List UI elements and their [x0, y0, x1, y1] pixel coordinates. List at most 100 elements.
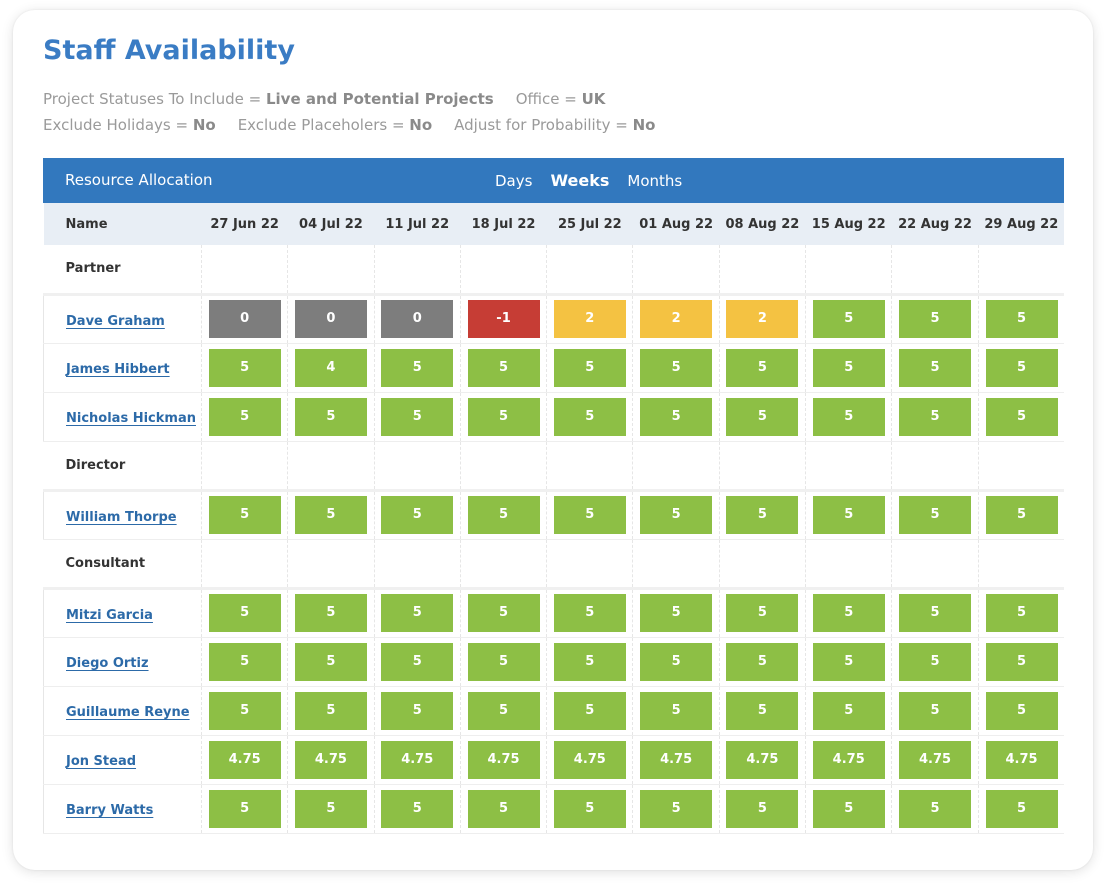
availability-value: 4: [294, 348, 367, 387]
availability-cell: 5: [805, 343, 892, 393]
availability-value: 5: [553, 594, 626, 632]
availability-cell: 2: [546, 292, 633, 344]
availability-cell: 5: [632, 637, 720, 687]
availability-cell: 5: [805, 292, 892, 344]
group-empty-cell: [373, 245, 461, 295]
availability-value: 5: [208, 594, 281, 632]
availability-value: 5: [208, 348, 281, 387]
availability-value: 4.75: [381, 740, 454, 779]
availability-value: 5: [553, 348, 626, 387]
person-link[interactable]: Mitzi Garcia: [66, 607, 153, 623]
availability-value: 4.75: [812, 740, 885, 779]
filter-value: No: [192, 116, 216, 134]
availability-cell: 5: [373, 586, 461, 638]
view-option-weeks[interactable]: Weeks: [550, 171, 610, 190]
group-empty-cell: [459, 441, 547, 491]
person-link[interactable]: Barry Watts: [66, 803, 154, 818]
availability-cell: 5: [546, 637, 633, 687]
person-link[interactable]: William Thorpe: [66, 509, 177, 525]
availability-value: 5: [640, 642, 713, 681]
group-empty-cell: [200, 539, 288, 589]
availability-value: 4.75: [467, 740, 540, 779]
availability-cell: 5: [373, 488, 461, 540]
table-row: Guillaume Reyne 5 5 5 5 5 5 5 5 5 5: [43, 686, 1065, 736]
person-cell: Guillaume Reyne: [43, 686, 202, 736]
availability-cell: 0: [287, 292, 375, 344]
person-link[interactable]: Diego Ortiz: [66, 656, 149, 671]
availability-cell: 5: [891, 686, 979, 736]
availability-cell: 5: [200, 392, 288, 442]
availability-cell: 5: [632, 488, 720, 540]
group-label: Director: [43, 441, 202, 491]
availability-value: 5: [812, 789, 885, 828]
availability-cell: 5: [718, 637, 806, 687]
availability-cell: 2: [718, 292, 806, 344]
availability-value: 5: [208, 691, 281, 730]
group-empty-cell: [373, 539, 461, 589]
availability-value: 2: [726, 300, 799, 338]
availability-value: 5: [985, 691, 1058, 730]
filter-item: Exclude Holidays = No: [43, 112, 216, 138]
view-toggle: Days Weeks Months: [495, 171, 700, 190]
group-empty-cell: [891, 441, 979, 491]
filter-value: Live and Potential Projects: [265, 90, 494, 108]
filter-line: Project Statuses To Include = Live and P…: [43, 86, 677, 112]
person-link[interactable]: James Hibbert: [66, 362, 170, 377]
group-empty-cell: [287, 441, 375, 491]
person-cell: William Thorpe: [43, 488, 202, 540]
person-link[interactable]: Guillaume Reyne: [66, 705, 190, 720]
availability-value: 5: [899, 397, 972, 436]
group-label: Consultant: [43, 539, 202, 589]
availability-cell: 5: [977, 292, 1065, 344]
person-cell: Barry Watts: [43, 784, 202, 834]
availability-cell: 5: [546, 686, 633, 736]
availability-cell: 5: [287, 637, 375, 687]
filter-item: Exclude Placeholers = No: [238, 112, 432, 138]
availability-cell: 4: [287, 343, 375, 393]
view-option-months[interactable]: Months: [627, 172, 683, 190]
person-link[interactable]: Dave Graham: [66, 313, 165, 329]
group-row: Consultant: [43, 539, 1065, 589]
group-empty-cell: [977, 539, 1065, 589]
column-header-week: 11 Jul 22: [374, 203, 461, 245]
column-header-week: 08 Aug 22: [719, 203, 806, 245]
availability-cell: 5: [287, 686, 375, 736]
group-empty-cell: [891, 245, 979, 295]
availability-cell: 4.75: [287, 735, 375, 785]
availability-value: 5: [812, 594, 885, 632]
availability-cell: 5: [459, 686, 547, 736]
view-option-days[interactable]: Days: [495, 172, 533, 190]
availability-value: 5: [294, 642, 367, 681]
person-link[interactable]: Jon Stead: [66, 754, 137, 769]
availability-value: 5: [208, 496, 281, 534]
availability-value: 4.75: [899, 740, 972, 779]
availability-cell: 5: [805, 784, 892, 834]
availability-cell: 5: [546, 392, 633, 442]
availability-value: 5: [985, 348, 1058, 387]
availability-cell: 4.75: [632, 735, 720, 785]
availability-cell: 5: [891, 784, 979, 834]
group-empty-cell: [632, 441, 720, 491]
column-header-week: 25 Jul 22: [546, 203, 633, 245]
table-row: Nicholas Hickman 5 5 5 5 5 5 5 5 5 5: [43, 392, 1065, 442]
availability-value: 5: [899, 691, 972, 730]
availability-value: 5: [899, 594, 972, 632]
availability-table: Name 27 Jun 22 04 Jul 22 11 Jul 22 18 Jul 22…: [43, 203, 1065, 834]
availability-cell: 5: [718, 488, 806, 540]
availability-value: 5: [208, 397, 281, 436]
group-empty-cell: [977, 245, 1065, 295]
availability-cell: 4.75: [718, 735, 806, 785]
availability-value: 5: [726, 642, 799, 681]
person-link[interactable]: Nicholas Hickman: [66, 411, 196, 426]
availability-value: 5: [208, 642, 281, 681]
availability-value: 5: [467, 496, 540, 534]
availability-value: 5: [208, 789, 281, 828]
filter-value: No: [632, 116, 656, 134]
table-row: Barry Watts 5 5 5 5 5 5 5 5 5 5: [43, 784, 1065, 834]
availability-value: 5: [467, 642, 540, 681]
availability-cell: 4.75: [200, 735, 288, 785]
availability-value: 5: [294, 594, 367, 632]
availability-cell: 5: [287, 586, 375, 638]
availability-value: 5: [726, 496, 799, 534]
person-cell: Dave Graham: [43, 292, 202, 344]
